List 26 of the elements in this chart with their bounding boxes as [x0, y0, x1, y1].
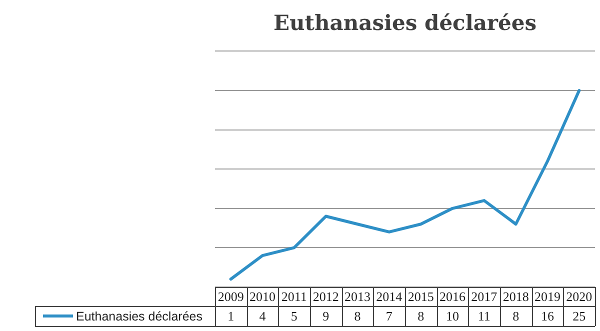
x-tick-label: 2015: [408, 288, 434, 304]
data-label: 25: [572, 308, 586, 324]
data-label: 8: [354, 308, 361, 324]
x-tick-label: 2016: [440, 288, 466, 304]
data-label: 7: [386, 308, 393, 324]
data-label: 9: [322, 308, 330, 324]
legend-label: Euthanasies déclarées: [76, 309, 202, 324]
chart-title: Euthanasies déclarées: [273, 10, 537, 36]
data-label: 8: [512, 308, 520, 324]
x-tick-label: 2017: [471, 288, 498, 304]
data-label: 1: [228, 308, 234, 324]
data-label: 10: [446, 308, 459, 324]
x-tick-label: 2020: [566, 288, 592, 304]
data-label: 5: [290, 308, 298, 324]
data-label: 16: [541, 308, 554, 324]
data-label: 8: [418, 308, 424, 324]
data-label: 4: [259, 308, 266, 324]
x-tick-label: 2012: [312, 288, 339, 304]
x-tick-label: 2019: [534, 288, 560, 304]
data-label: 11: [478, 308, 490, 324]
x-tick-label: 2014: [376, 288, 403, 304]
x-tick-label: 2011: [281, 288, 307, 304]
x-tick-label: 2013: [344, 288, 370, 304]
x-tick-label: 2009: [218, 288, 244, 304]
x-tick-label: 2010: [250, 288, 276, 304]
x-tick-label: 2018: [502, 288, 529, 304]
